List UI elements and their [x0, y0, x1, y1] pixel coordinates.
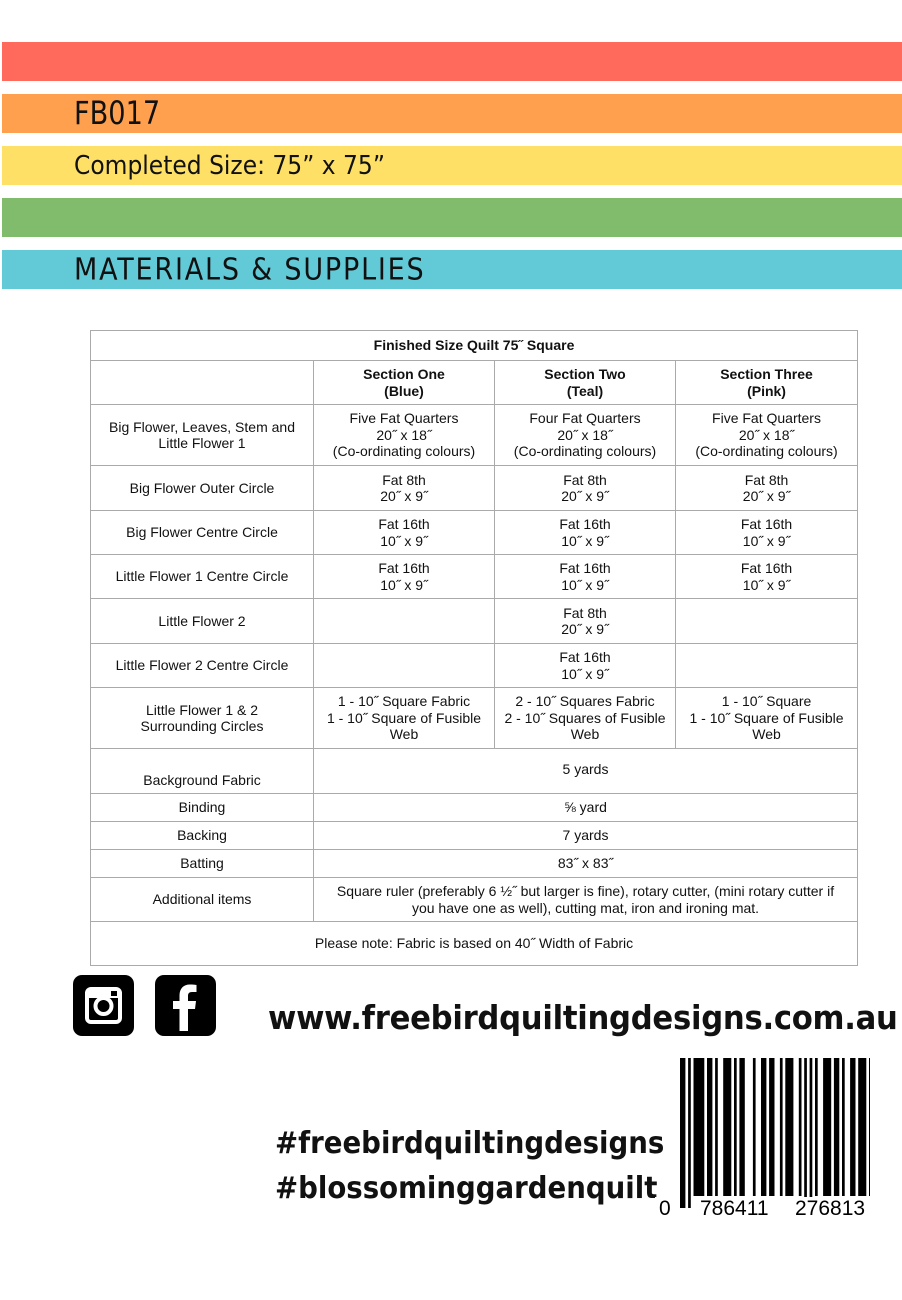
barcode-bar: [739, 1058, 745, 1196]
barcode-bar: [693, 1058, 705, 1196]
table-cell: Five Fat Quarters 20˝ x 18˝ (Co-ordinati…: [674, 404, 859, 466]
barcode-bar: [680, 1058, 686, 1208]
column-header: Section One (Blue): [313, 360, 495, 405]
row-label: Little Flower 1 & 2 Surrounding Circles: [90, 687, 314, 749]
row-label: Little Flower 2: [90, 598, 314, 644]
row-label: Little Flower 2 Centre Circle: [90, 643, 314, 688]
table-row: Backing 7 yards: [90, 821, 859, 850]
table-row: Little Flower 1 & 2 Surrounding Circles 1…: [90, 687, 859, 749]
green-band: [2, 198, 902, 237]
table-cell: Fat 16th 10˝ x 9˝: [313, 510, 495, 555]
column-header: [90, 360, 314, 405]
barcode-bar: [761, 1058, 767, 1196]
barcode-bar: [858, 1058, 867, 1196]
row-label: Big Flower Outer Circle: [90, 465, 314, 511]
table-cell: Square ruler (preferably 6 ½˝ but larger…: [312, 877, 859, 922]
fabric-note: Please note: Fabric is based on 40˝ Widt…: [89, 921, 859, 966]
table-cell: 7 yards: [312, 821, 859, 850]
table-row: Additional items Square ruler (preferably…: [90, 877, 859, 922]
hashtag-freebird: #freebirdquiltingdesigns: [275, 1126, 665, 1161]
barcode-bar: [734, 1058, 737, 1196]
facebook-icon[interactable]: [155, 975, 216, 1036]
table-cell: 1 - 10˝ Square Fabric 1 - 10˝ Square of …: [313, 687, 495, 749]
column-header-row: Section One (Blue) Section Two (Teal) Sect…: [90, 360, 859, 405]
table-cell: Fat 16th 10˝ x 9˝: [313, 554, 495, 599]
pattern-code: FB017: [74, 93, 161, 132]
barcode-bar: [715, 1058, 718, 1196]
column-header: Section Three (Pink): [674, 360, 859, 405]
barcode-bar: [707, 1058, 713, 1196]
row-label: Big Flower, Leaves, Stem and Little Flow…: [90, 404, 314, 466]
blue-band: MATERIALS & SUPPLIES: [2, 250, 902, 289]
table-cell: Fat 8th 20˝ x 9˝: [313, 465, 495, 511]
hashtag-blossoming: #blossominggardenquilt: [275, 1171, 658, 1206]
table-cell: [313, 643, 495, 688]
table-cell: ⅝ yard: [312, 793, 859, 822]
barcode-bar: [688, 1058, 691, 1208]
table-row: Little Flower 2 Fat 8th 20˝ x 9˝: [90, 598, 859, 644]
table-row: Binding ⅝ yard: [90, 793, 859, 822]
table-row: Big Flower Centre Circle Fat 16th 10˝ x 9…: [90, 510, 859, 555]
table-cell: Fat 16th 10˝ x 9˝: [494, 510, 676, 555]
row-label: Additional items: [90, 877, 314, 922]
row-label: Background Fabric: [90, 748, 314, 794]
row-label: Binding: [90, 793, 314, 822]
instagram-icon[interactable]: [73, 975, 134, 1036]
row-label: Batting: [90, 849, 314, 878]
barcode-bar: [815, 1058, 818, 1196]
barcode-bar: [823, 1058, 832, 1196]
table-cell: [674, 598, 859, 644]
row-label: Little Flower 1 Centre Circle: [90, 554, 314, 599]
barcode-bar: [809, 1058, 813, 1208]
table-cell: Fat 16th 10˝ x 9˝: [494, 643, 676, 688]
red-band: [2, 42, 902, 81]
table-cell: Fat 16th 10˝ x 9˝: [674, 510, 859, 555]
barcode-bar: [869, 1058, 870, 1196]
table-cell: Four Fat Quarters 20˝ x 18˝ (Co-ordinati…: [494, 404, 676, 466]
table-cell: Fat 16th 10˝ x 9˝: [494, 554, 676, 599]
table-cell: Fat 8th 20˝ x 9˝: [494, 465, 676, 511]
orange-band: FB017: [2, 94, 902, 133]
row-label: Big Flower Centre Circle: [90, 510, 314, 555]
table-cell: [313, 598, 495, 644]
table-cell: 1 - 10˝ Square 1 - 10˝ Square of Fusible…: [674, 687, 859, 749]
table-cell: Fat 16th 10˝ x 9˝: [674, 554, 859, 599]
barcode-bar: [833, 1058, 840, 1196]
table-cell: [674, 643, 859, 688]
website-link[interactable]: www.freebirdquiltingdesigns.com.au: [268, 998, 898, 1037]
barcode-bar: [842, 1058, 845, 1196]
yellow-band: Completed Size: 75” x 75”: [2, 146, 902, 185]
barcode-bar: [723, 1058, 732, 1196]
table-cell: Fat 8th 20˝ x 9˝: [674, 465, 859, 511]
barcode-digits: 786411: [700, 1197, 769, 1218]
table-cell: 2 - 10˝ Squares Fabric 2 - 10˝ Squares o…: [494, 687, 676, 749]
completed-size: Completed Size: 75” x 75”: [74, 150, 385, 181]
table-row: Little Flower 1 Centre Circle Fat 16th 10…: [90, 554, 859, 599]
table-title: Finished Size Quilt 75˝ Square: [89, 330, 859, 361]
barcode-bar: [850, 1058, 856, 1196]
barcode: 0 786411 276813: [655, 1058, 870, 1218]
barcode-bar: [752, 1058, 756, 1196]
barcode-bar: [798, 1058, 802, 1196]
table-row: Big Flower Outer Circle Fat 8th 20˝ x 9˝ F…: [90, 465, 859, 511]
materials-table: Finished Size Quilt 75˝ Square Section O…: [89, 330, 859, 966]
column-header: Section Two (Teal): [494, 360, 676, 405]
barcode-bar: [804, 1058, 807, 1208]
note-row: Please note: Fabric is based on 40˝ Widt…: [89, 921, 859, 966]
section-title: MATERIALS & SUPPLIES: [74, 252, 426, 287]
barcode-digits: 0: [659, 1197, 671, 1218]
table-row: Batting 83˝ x 83˝: [90, 849, 859, 878]
barcode-digits: 276813: [795, 1197, 865, 1218]
table-cell: 83˝ x 83˝: [312, 849, 859, 878]
row-label: Backing: [90, 821, 314, 850]
table-row: Big Flower, Leaves, Stem and Little Flow…: [90, 404, 859, 466]
table-cell: 5 yards: [312, 748, 859, 794]
table-cell: Fat 8th 20˝ x 9˝: [494, 598, 676, 644]
barcode-bar: [769, 1058, 775, 1196]
table-row: Little Flower 2 Centre Circle Fat 16th 10…: [90, 643, 859, 688]
barcode-bar: [779, 1058, 783, 1196]
barcode-bar: [785, 1058, 794, 1196]
table-row: Background Fabric 5 yards: [90, 748, 859, 794]
table-cell: Five Fat Quarters 20˝ x 18˝ (Co-ordinati…: [313, 404, 495, 466]
